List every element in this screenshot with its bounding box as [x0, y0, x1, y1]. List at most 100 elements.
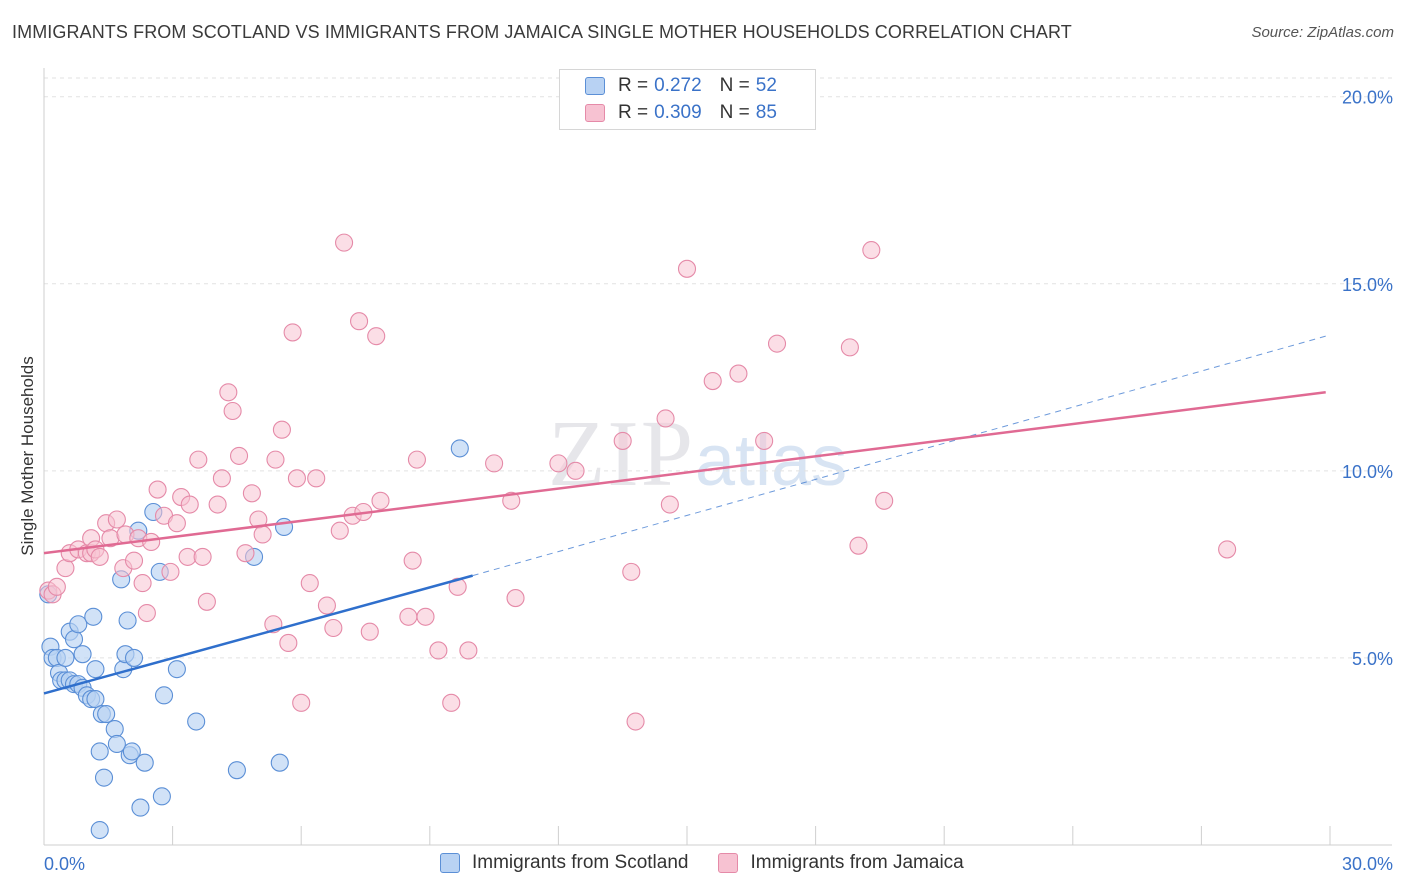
jamaica-trend-line [43, 391, 1326, 555]
y-axis-label: Single Mother Households [18, 356, 37, 556]
scotland-point [450, 439, 469, 458]
series-jamaica-points [39, 233, 1237, 731]
scotland-point [187, 712, 206, 731]
source-note: Source: ZipAtlas.com [1251, 24, 1394, 41]
jamaica-point [502, 491, 521, 510]
jamaica-point [506, 589, 525, 608]
legend-n-label: N = [719, 75, 750, 96]
chart-title: IMMIGRANTS FROM SCOTLAND VS IMMIGRANTS F… [12, 22, 1072, 42]
jamaica-point [371, 491, 390, 510]
jamaica-point [656, 409, 675, 428]
jamaica-point [549, 454, 568, 473]
jamaica-point [219, 383, 238, 402]
jamaica-point [124, 551, 144, 570]
jamaica-point [178, 547, 197, 566]
jamaica-point [292, 693, 311, 712]
scotland-point [86, 660, 105, 679]
scotland-point [131, 798, 150, 817]
scotland-point [90, 820, 109, 840]
jamaica-point [442, 693, 461, 712]
jamaica-point [660, 495, 679, 514]
legend-r-label: R = [618, 102, 649, 123]
scotland-point [275, 517, 294, 537]
jamaica-point [407, 450, 426, 469]
y-tick-label: 5.0% [1352, 649, 1393, 669]
jamaica-point [142, 532, 161, 551]
jamaica-point [755, 431, 774, 450]
jamaica-point [229, 446, 249, 465]
jamaica-point [403, 551, 422, 570]
series-legend-label-jamaica: Immigrants from Jamaica [750, 852, 964, 873]
jamaica-point [862, 241, 881, 260]
jamaica-point [875, 491, 894, 510]
scotland-point [122, 742, 141, 761]
x-tick-label-min: 0.0% [44, 854, 85, 874]
jamaica-point [729, 364, 748, 383]
jamaica-point [137, 603, 156, 623]
scotland-point [270, 753, 289, 772]
jamaica-point [242, 484, 261, 503]
y-tick-label: 10.0% [1342, 462, 1393, 482]
legend-r-value-scotland: 0.272 [654, 75, 702, 96]
jamaica-point [416, 607, 435, 626]
jamaica-point [840, 338, 859, 357]
legend-r-value-jamaica: 0.309 [654, 102, 702, 123]
jamaica-point [360, 622, 379, 641]
jamaica-point [485, 454, 504, 473]
jamaica-point [272, 420, 291, 439]
scotland-point [84, 607, 103, 626]
scotland-point [227, 761, 246, 780]
legend-row-scotland: R = 0.272 N = 52 [585, 74, 777, 98]
legend-n-value-jamaica: 85 [755, 102, 777, 123]
jamaica-point [161, 562, 180, 581]
jamaica-point [459, 641, 478, 660]
jamaica-point [307, 469, 326, 488]
series-legend-scotland[interactable]: Immigrants from Scotland [440, 852, 688, 874]
series-legend-swatch-scotland [440, 853, 460, 873]
series-legend-jamaica[interactable]: Immigrants from Jamaica [718, 852, 964, 874]
x-tick-label-max: 30.0% [1342, 854, 1393, 874]
scotland-point [64, 630, 84, 649]
scotland-point [107, 734, 126, 754]
scotland-point [56, 648, 75, 667]
jamaica-point [279, 633, 298, 653]
trend-lines [43, 335, 1326, 695]
jamaica-point [133, 574, 152, 593]
jamaica-point [677, 259, 697, 278]
scotland-point [69, 615, 88, 634]
jamaica-point [566, 461, 585, 480]
jamaica-point [90, 547, 109, 566]
scotland-point [73, 645, 92, 664]
jamaica-point [208, 495, 227, 514]
series-legend-swatch-jamaica [718, 853, 739, 873]
legend-row-jamaica: R = 0.309 N = 85 [585, 101, 777, 125]
jamaica-point [367, 327, 386, 346]
scotland-point [154, 686, 174, 705]
jamaica-point [613, 431, 632, 450]
scotland-point [124, 648, 144, 667]
scotland-point [105, 719, 124, 739]
jamaica-point [223, 401, 242, 421]
jamaica-point [350, 312, 369, 331]
y-tick-label: 15.0% [1342, 275, 1393, 295]
tick-labels: 5.0% 10.0% 15.0% 20.0% 0.0% 30.0% [44, 88, 1393, 874]
jamaica-point [703, 372, 722, 391]
legend-r-label: R = [618, 75, 649, 96]
jamaica-point [626, 712, 645, 731]
scotland-point [94, 768, 114, 787]
jamaica-point [253, 525, 272, 544]
axes [43, 68, 1392, 846]
scotland-point [152, 787, 171, 806]
jamaica-point [148, 480, 167, 499]
jamaica-point [335, 233, 354, 252]
jamaica-point [107, 510, 126, 529]
scotland-point [97, 704, 116, 724]
jamaica-point [197, 592, 216, 611]
jamaica-point [56, 559, 75, 578]
scotland-point [90, 742, 109, 761]
jamaica-point [767, 334, 787, 353]
legend-n-value-scotland: 52 [755, 75, 777, 96]
jamaica-point [193, 547, 212, 566]
legend-swatch-jamaica [585, 104, 605, 122]
